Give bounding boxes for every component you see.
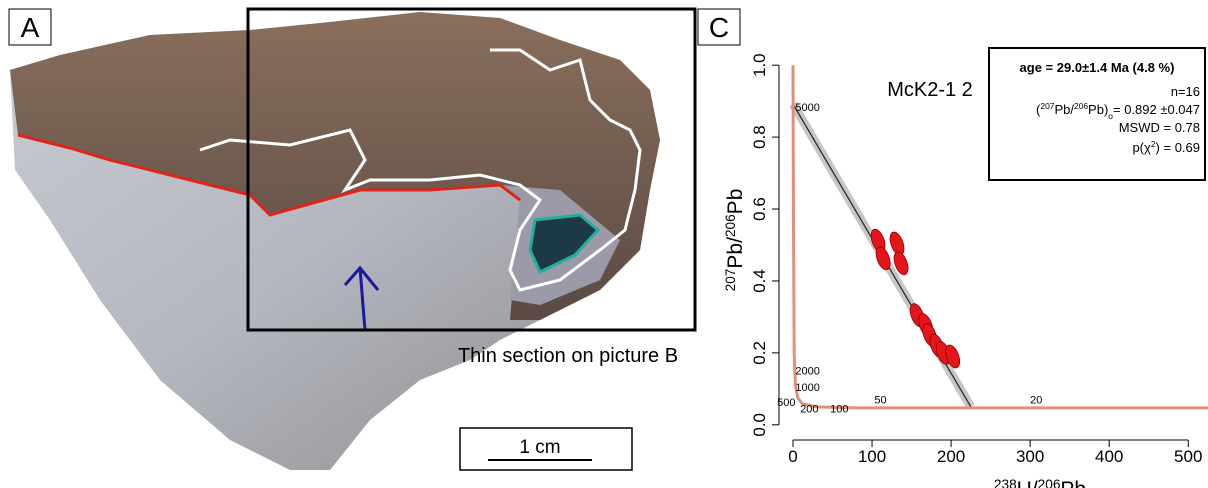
panel-label: C — [709, 12, 729, 43]
age-label: 20 — [1030, 395, 1042, 407]
stats-line-part: ( — [1036, 102, 1041, 117]
y-axis-label-part: Pb/ — [724, 237, 747, 269]
x-tick-label: 500 — [1174, 447, 1202, 466]
rock-photo — [8, 7, 697, 471]
data-ellipse — [875, 246, 891, 271]
age-label: 200 — [800, 404, 818, 416]
x-axis-label-part: 206 — [1038, 477, 1061, 488]
x-axis-label: 238U/206Pb — [994, 477, 1086, 488]
stats-line-part: Pb) — [1088, 102, 1108, 117]
y-tick-label: 0.2 — [750, 341, 769, 365]
x-axis-label-part: Pb — [1060, 478, 1086, 488]
concordia — [791, 65, 1208, 410]
y-tick-label: 0.6 — [750, 197, 769, 221]
panel-label-box — [697, 8, 741, 46]
x-tick-label: 100 — [858, 447, 886, 466]
age-label: 500 — [777, 397, 795, 409]
y-tick-label: 1.0 — [750, 53, 769, 77]
age-label: 100 — [830, 404, 848, 416]
stats-line: p(χ2) = 0.69 — [1132, 139, 1200, 155]
y-axis-label: 207Pb/206Pb — [723, 189, 748, 292]
age-label: 2000 — [795, 365, 819, 377]
stats-line-part: = 0.892 ±0.047 — [1113, 102, 1200, 117]
stats-line-part: n=16 — [1171, 84, 1200, 99]
y-axis-label-part: Pb — [724, 189, 747, 215]
x-tick-label: 300 — [1016, 447, 1044, 466]
x-axis-label-part: U/ — [1017, 478, 1038, 488]
scale-bar-label: 1 cm — [519, 437, 560, 458]
stats-line-part: 207 — [1040, 101, 1054, 111]
stats-line: n=16 — [1171, 84, 1200, 99]
x-axis-label-part: 238 — [994, 477, 1017, 488]
stats-line-part: MSWD = 0.78 — [1119, 120, 1200, 135]
stats-line-part: Pb/ — [1054, 102, 1074, 117]
stats-line-part: 2 — [1151, 139, 1156, 149]
stats-line: age = 29.0±1.4 Ma (4.8 %) — [1020, 60, 1175, 75]
x-tick-label: 0 — [788, 447, 797, 466]
stats-line-part: age = 29.0±1.4 Ma (4.8 %) — [1020, 60, 1175, 75]
age-label: 50 — [874, 395, 886, 407]
x-tick-label: 400 — [1095, 447, 1123, 466]
x-tick-label: 200 — [937, 447, 965, 466]
y-tick-label: 0.8 — [750, 125, 769, 149]
chart-title: McK2-1 2 — [887, 79, 973, 101]
data-ellipse — [893, 251, 909, 276]
stats-line-part: o — [1108, 111, 1113, 121]
annotation: Thin section on picture B — [458, 345, 678, 367]
stats-line: MSWD = 0.78 — [1119, 120, 1200, 135]
y-axis-label-part: 206 — [723, 214, 738, 237]
y-tick-label: 0.4 — [750, 269, 769, 293]
stats-line-part: 206 — [1074, 101, 1088, 111]
stats-line-part: ) = 0.69 — [1156, 140, 1200, 155]
age-label: 5000 — [795, 102, 819, 114]
panel-label: A — [21, 12, 40, 43]
stats-line: (207Pb/206Pb)o= 0.892 ±0.047 — [1036, 101, 1200, 121]
data-ellipse — [945, 344, 961, 369]
y-tick-label: 0.0 — [750, 413, 769, 437]
age-label: 1000 — [795, 382, 819, 394]
y-axis-label-part: 207 — [723, 269, 738, 292]
stats-line-part: p(χ — [1132, 140, 1151, 155]
stats-box — [988, 47, 1206, 181]
